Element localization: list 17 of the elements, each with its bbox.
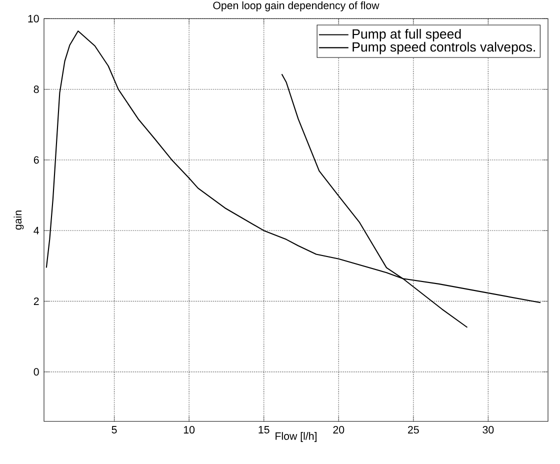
legend-label: Pump at full speed	[352, 28, 461, 42]
y-tick-label: 4	[34, 226, 39, 234]
chart-title: Open loop gain dependency of flow	[213, 1, 380, 12]
y-axis-title: gain	[14, 210, 24, 230]
y-tick-label: 10	[28, 14, 39, 22]
y-tick-label: 0	[34, 368, 39, 376]
legend-label: Pump speed controls valvepos.	[352, 42, 535, 54]
x-tick-label: 25	[408, 426, 419, 434]
x-tick-label: 20	[333, 426, 344, 434]
x-tick-label: 10	[184, 426, 195, 434]
x-tick-label: 5	[112, 426, 117, 434]
y-tick-label: 8	[34, 86, 39, 94]
x-axis-title: Flow [l/h]	[276, 432, 316, 442]
y-tick-label: 6	[34, 156, 39, 164]
y-tick-label: 2	[34, 298, 39, 305]
x-tick-label: 15	[258, 426, 270, 434]
x-tick-label: 30	[482, 426, 494, 434]
